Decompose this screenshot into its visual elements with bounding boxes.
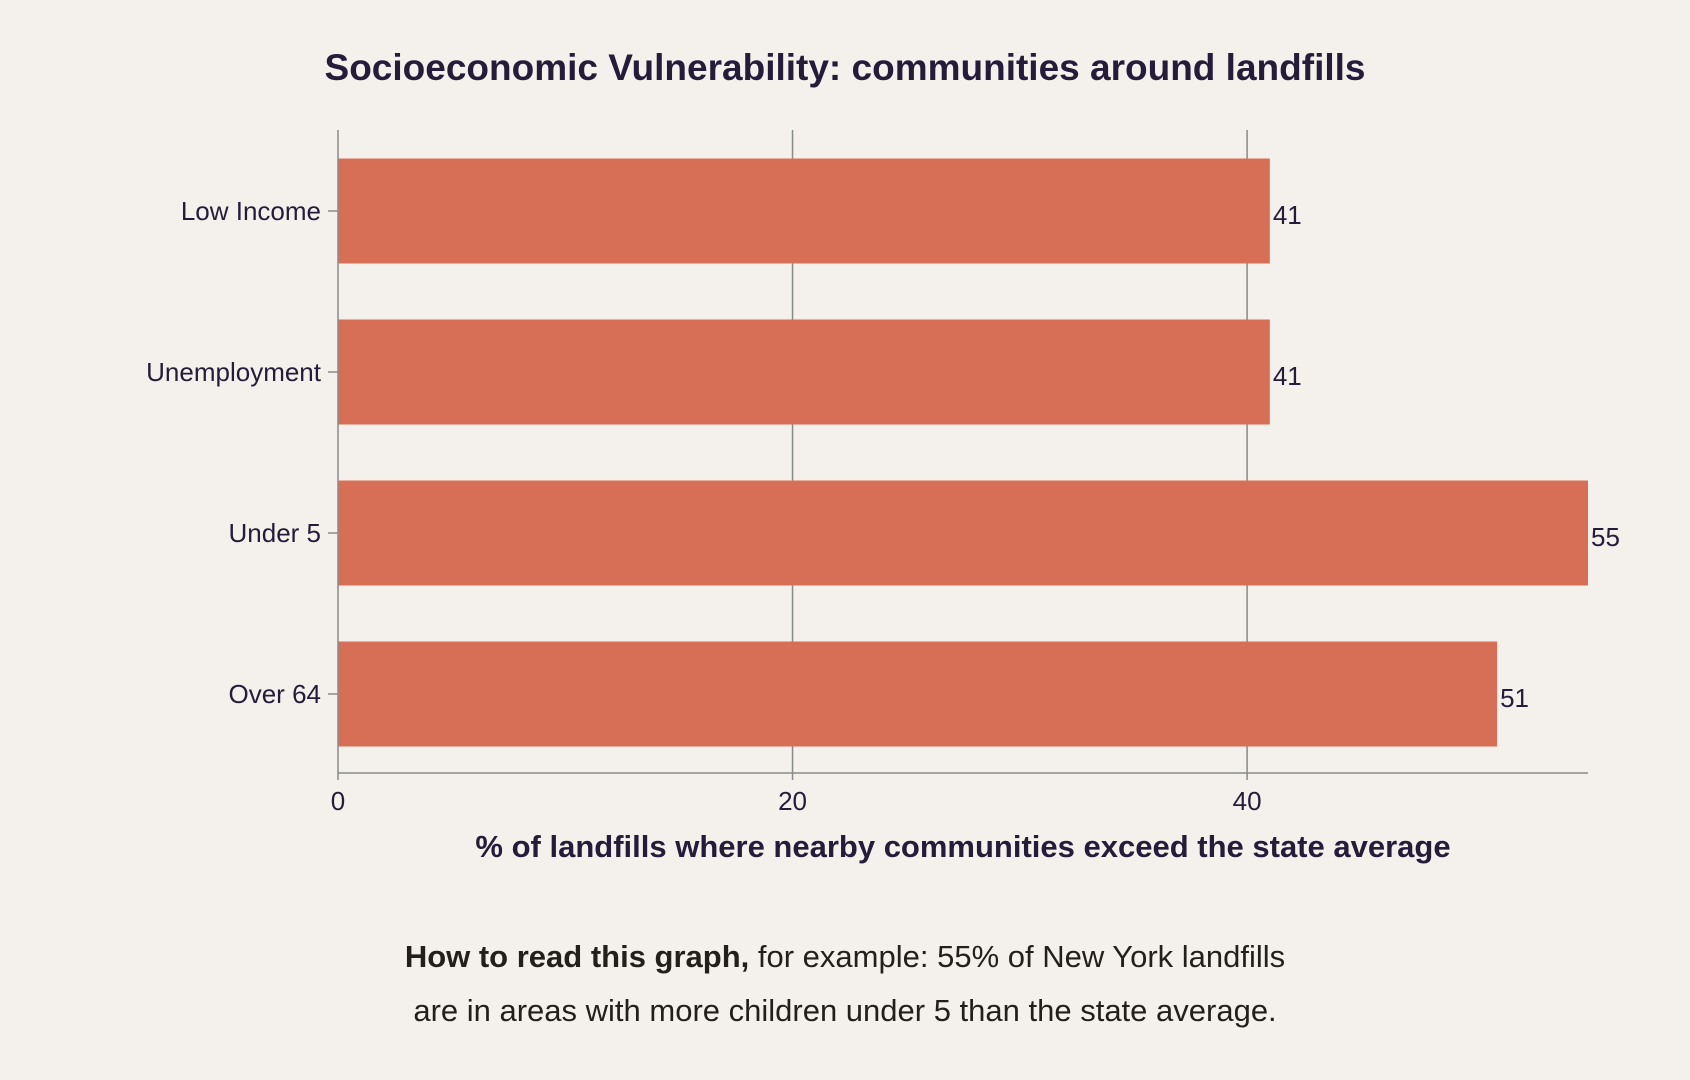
axes — [328, 130, 1588, 780]
x-tick-label-0: 0 — [331, 786, 345, 816]
labels: 0 20 40 Low Income 41 Unemployment 41 Under 5 55… — [146, 196, 1620, 816]
x-tick-label-20: 20 — [778, 786, 807, 816]
category-label-over-64: Over 64 — [229, 679, 322, 709]
reading-note-line-1-rest: for example: 55% of New York landfills — [749, 939, 1286, 974]
reading-note-bold: How to read this graph, — [404, 939, 750, 974]
bar-low-income — [338, 158, 1270, 264]
bar-over-64 — [338, 641, 1498, 747]
reading-note-line-2: are in areas with more children under 5 … — [413, 993, 1277, 1028]
value-label-over-64: 51 — [1500, 683, 1529, 713]
reading-note-line-1: How to read this graph, for example: 55%… — [0, 930, 1690, 984]
bars — [338, 158, 1588, 747]
value-label-unemployment: 41 — [1273, 361, 1302, 391]
category-label-low-income: Low Income — [181, 196, 321, 226]
chart-title: Socioeconomic Vulnerability: communities… — [325, 47, 1366, 88]
bar-unemployment — [338, 319, 1270, 425]
category-label-under-5: Under 5 — [229, 518, 322, 548]
bar-under-5 — [338, 480, 1588, 586]
value-label-under-5: 55 — [1591, 522, 1620, 552]
reading-note: How to read this graph, for example: 55%… — [0, 930, 1690, 1038]
category-label-unemployment: Unemployment — [146, 357, 322, 387]
x-axis-title: % of landfills where nearby communities … — [475, 829, 1450, 864]
value-label-low-income: 41 — [1273, 200, 1302, 230]
x-tick-label-40: 40 — [1233, 786, 1262, 816]
